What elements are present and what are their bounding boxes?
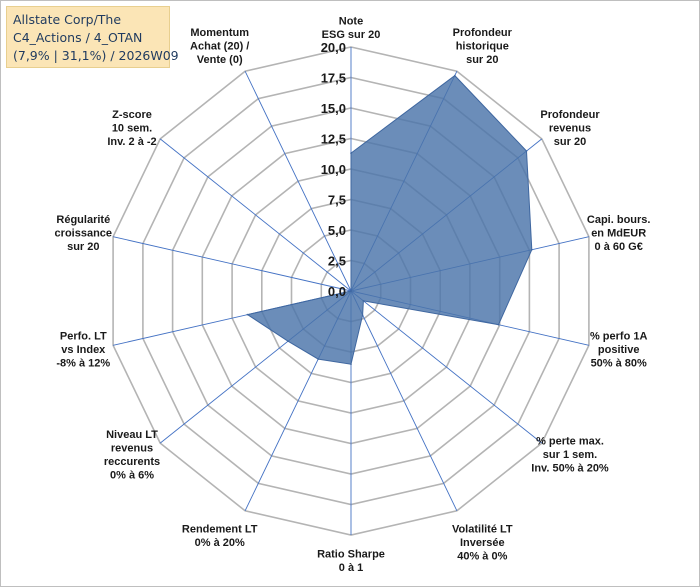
- axis-label-0-line-0: Note: [339, 16, 363, 28]
- axis-label-13-line-0: Momentum: [190, 27, 249, 39]
- radar-series: [246, 74, 533, 366]
- axis-label-2-line-2: sur 20: [554, 136, 586, 148]
- data-point-13: [350, 290, 352, 292]
- axis-label-5-line-1: sur 1 sem.: [543, 449, 597, 461]
- data-point-4: [497, 323, 500, 326]
- spoke-12: [159, 138, 352, 292]
- axis-label-4-line-1: positive: [598, 344, 640, 356]
- data-point-7: [350, 363, 352, 366]
- axis-label-0: Note ESG sur 20: [322, 16, 381, 42]
- axis-label-4-line-2: 50% à 80%: [591, 358, 647, 370]
- axis-label-11-line-2: sur 20: [67, 241, 99, 253]
- data-point-9: [287, 340, 289, 343]
- tick-label-7: 17,5: [321, 71, 346, 86]
- axis-label-10-line-1: vs Index: [61, 344, 106, 356]
- axis-label-1: Profondeur historique sur 20: [453, 27, 513, 66]
- axis-label-7-line-1: 0 à 1: [339, 562, 363, 574]
- axis-label-5-line-2: Inv. 50% à 20%: [531, 463, 609, 475]
- tick-label-8: 20,0: [321, 40, 346, 55]
- data-point-3: [531, 248, 533, 251]
- axis-label-3-line-0: Capi. bours.: [587, 214, 651, 226]
- axis-label-5: % perte max. sur 1 sem. Inv. 50% à 20%: [531, 436, 609, 475]
- title-line-1: Allstate Corp/The: [13, 12, 122, 27]
- radar-axis-labels: Note ESG sur 20 Profondeur historique sur 20…: [55, 16, 651, 575]
- axis-label-12-line-0: Z-score: [112, 109, 152, 121]
- axis-label-8-line-0: Rendement LT: [182, 524, 258, 536]
- radar-tick-labels: 0,0 2,5 5,0 7,5 10,0 12,5 15,0 17,5 20,0: [321, 40, 346, 299]
- axis-label-10-line-0: Perfo. LT: [60, 331, 107, 343]
- axis-label-9: Niveau LT revenus reccurents 0% à 6%: [104, 429, 160, 482]
- axis-label-6-line-2: 40% à 0%: [457, 551, 507, 563]
- axis-label-9-line-0: Niveau LT: [106, 429, 158, 441]
- axis-label-0-line-1: ESG sur 20: [322, 29, 381, 41]
- axis-label-1-line-0: Profondeur: [453, 27, 513, 39]
- axis-label-13: Momentum Achat (20) / Vente (0): [190, 27, 249, 66]
- axis-label-2: Profondeur revenus sur 20: [540, 109, 600, 148]
- data-point-0: [350, 152, 352, 154]
- axis-label-11: Régularité croissance sur 20: [55, 214, 112, 253]
- data-point-10: [246, 313, 249, 316]
- axis-label-8: Rendement LT 0% à 20%: [182, 524, 258, 550]
- axis-label-6-line-1: Inversée: [460, 537, 505, 549]
- axis-label-12-line-1: 10 sem.: [112, 122, 152, 134]
- tick-label-3: 7,5: [328, 193, 346, 208]
- axis-label-2-line-0: Profondeur: [540, 109, 600, 121]
- axis-label-10: Perfo. LT vs Index -8% à 12%: [56, 331, 110, 370]
- spoke-6: [350, 290, 458, 511]
- title-line-3: (7,9% | 31,1%) / 2026W09: [13, 48, 179, 63]
- axis-label-2-line-1: revenus: [549, 122, 591, 134]
- spoke-11: [112, 236, 352, 292]
- axis-label-4-line-0: % perfo 1A: [590, 331, 648, 343]
- tick-label-4: 10,0: [321, 162, 346, 177]
- axis-label-10-line-2: -8% à 12%: [56, 358, 110, 370]
- axis-label-3-line-1: en MdEUR: [591, 227, 646, 239]
- data-point-5: [362, 300, 365, 302]
- axis-label-9-line-1: revenus: [111, 442, 153, 454]
- axis-label-13-line-1: Achat (20) /: [190, 41, 249, 53]
- data-point-1: [454, 74, 456, 77]
- chart-title-box: Allstate Corp/The C4_Actions / 4_OTAN (7…: [6, 6, 179, 68]
- tick-label-2: 5,0: [328, 223, 346, 238]
- axis-label-11-line-0: Régularité: [56, 214, 110, 226]
- series-area: [246, 74, 533, 365]
- axis-label-13-line-2: Vente (0): [197, 54, 243, 66]
- tick-label-6: 15,0: [321, 101, 346, 116]
- axis-label-11-line-1: croissance: [55, 227, 112, 239]
- spoke-13: [244, 71, 352, 292]
- tick-label-5: 12,5: [321, 132, 346, 147]
- axis-label-4: % perfo 1A positive 50% à 80%: [590, 331, 648, 370]
- data-point-6: [361, 314, 364, 317]
- tick-label-1: 2,5: [328, 254, 346, 269]
- axis-label-3-line-2: 0 à 60 G€: [595, 241, 643, 253]
- axis-label-12: Z-score 10 sem. Inv. 2 à -2: [107, 109, 156, 148]
- axis-label-9-line-2: reccurents: [104, 456, 160, 468]
- axis-label-5-line-0: % perte max.: [536, 436, 604, 448]
- tick-label-0: 0,0: [328, 284, 346, 299]
- axis-label-6: Volatilité LT Inversée 40% à 0%: [452, 524, 513, 563]
- data-point-2: [525, 150, 528, 152]
- axis-label-6-line-0: Volatilité LT: [452, 524, 513, 536]
- axis-label-9-line-3: 0% à 6%: [110, 469, 154, 481]
- title-line-2: C4_Actions / 4_OTAN: [13, 30, 143, 45]
- axis-label-7-line-0: Ratio Sharpe: [317, 549, 385, 561]
- axis-label-7: Ratio Sharpe 0 à 1: [317, 549, 385, 575]
- axis-label-8-line-1: 0% à 20%: [195, 537, 245, 549]
- axis-label-12-line-2: Inv. 2 à -2: [107, 136, 156, 148]
- axis-label-3: Capi. bours. en MdEUR 0 à 60 G€: [587, 214, 651, 253]
- data-point-8: [317, 358, 320, 360]
- spoke-5: [350, 290, 543, 444]
- axis-label-1-line-2: sur 20: [466, 54, 498, 66]
- axis-label-1-line-1: historique: [456, 41, 509, 53]
